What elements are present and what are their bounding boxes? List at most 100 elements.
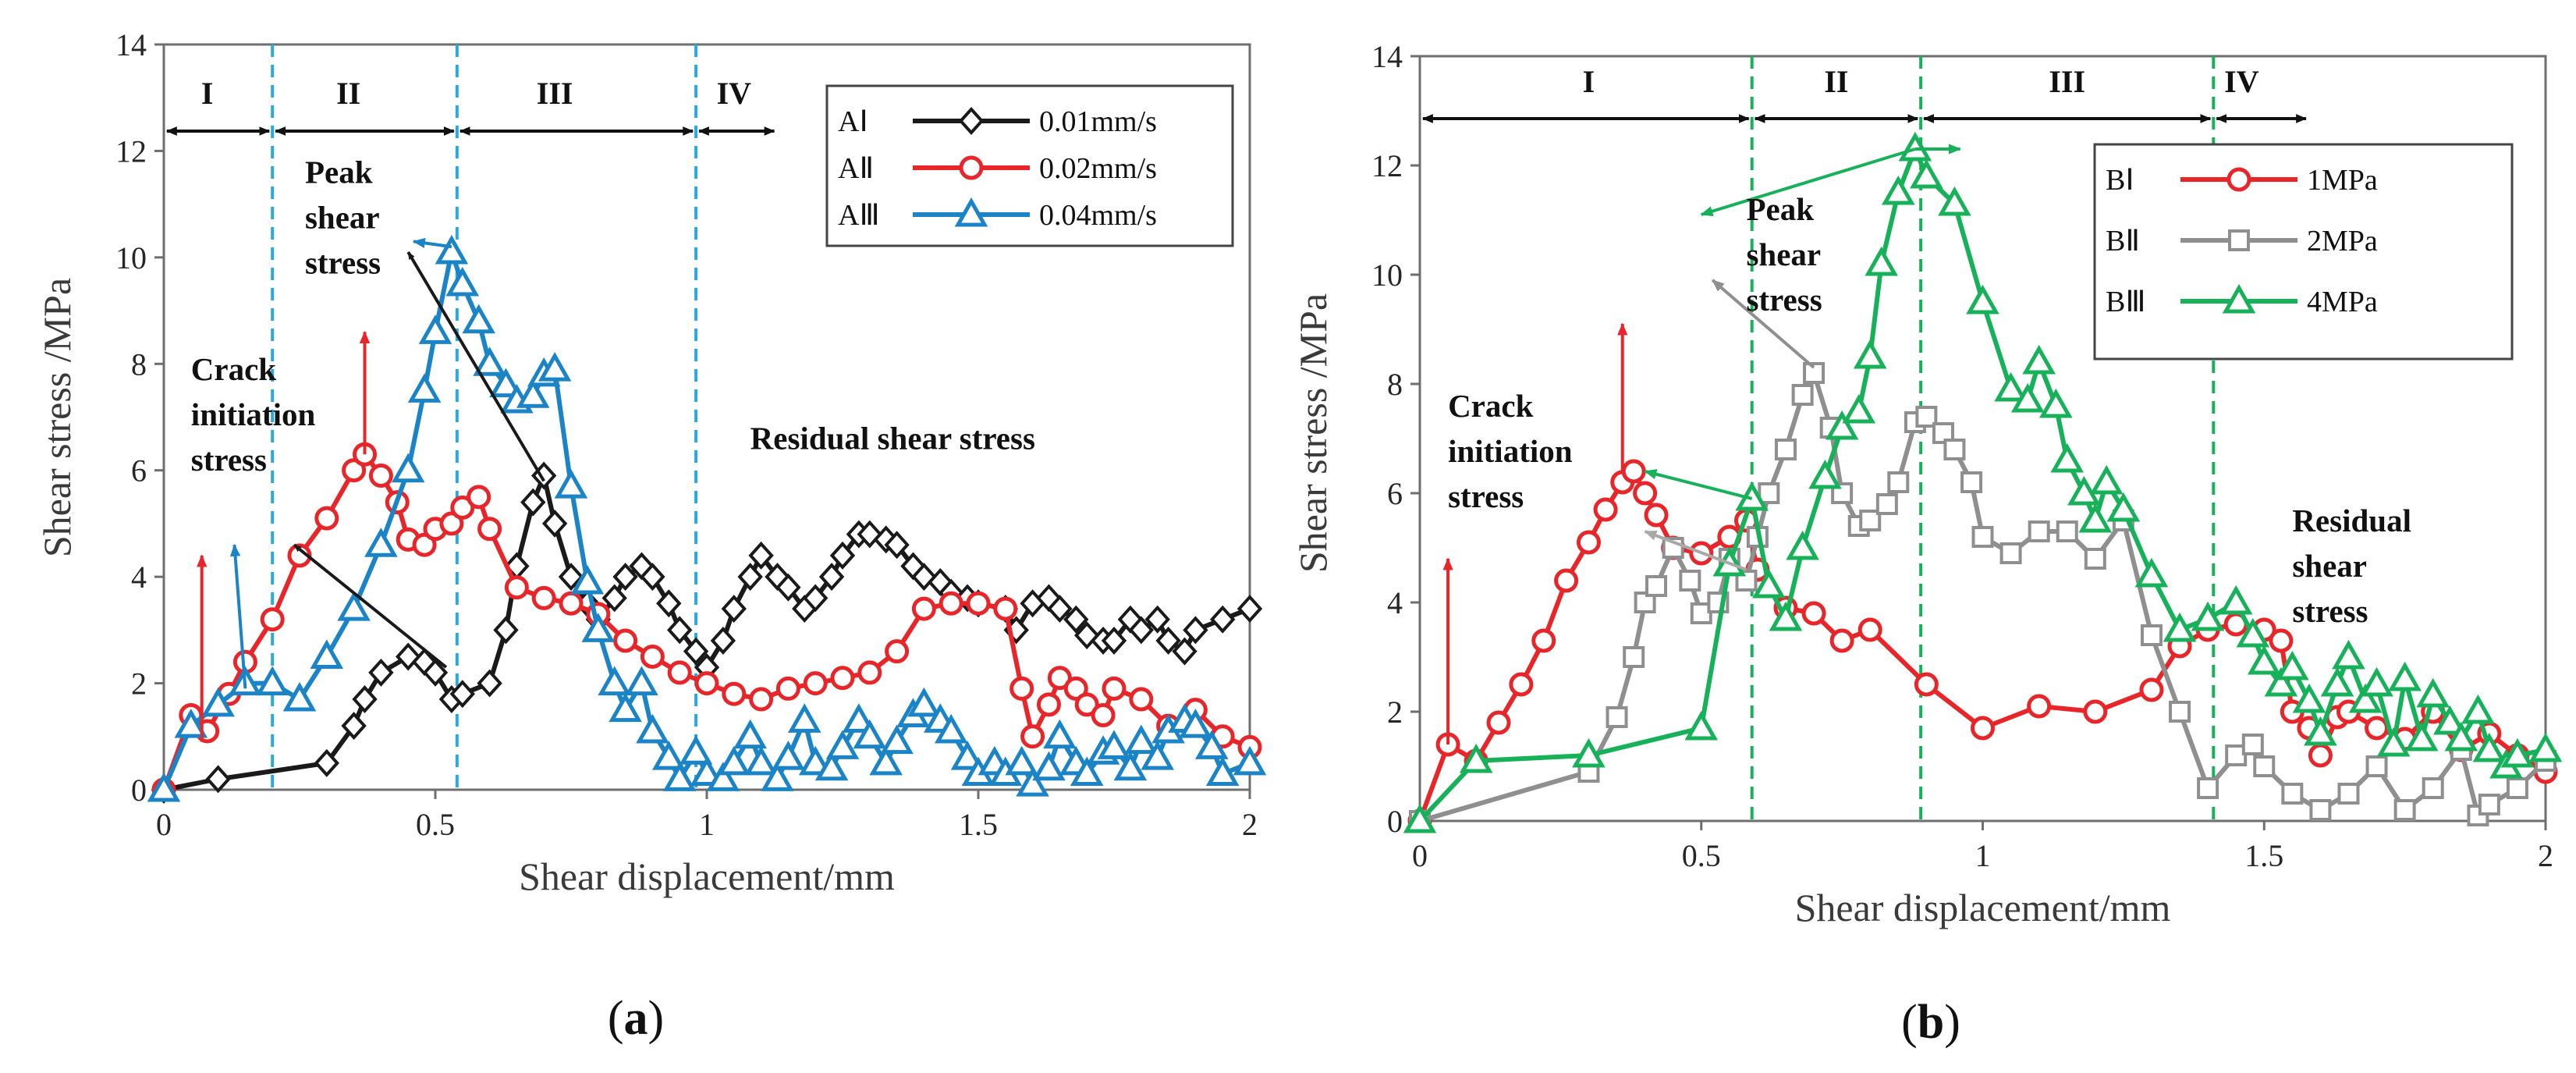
y-tick-label: 8 (131, 346, 147, 382)
data-point (558, 563, 584, 592)
data-point (2078, 503, 2113, 533)
data-point (1971, 716, 1995, 741)
legend-series-name: BⅢ (2106, 286, 2146, 318)
legend-series-name: AⅢ (838, 199, 880, 232)
legend-marker (2222, 283, 2256, 314)
data-point (2332, 639, 2365, 670)
data-point (2444, 721, 2478, 751)
data-point (1155, 627, 1181, 655)
data-point (1623, 646, 1645, 668)
x-tick-label: 0 (1412, 838, 1428, 873)
x-axis-label: Shear displacement/mm (1795, 886, 2171, 929)
data-point (147, 772, 181, 802)
data-point (581, 613, 616, 642)
y-tick-label: 0 (131, 773, 147, 808)
data-point (1938, 186, 1971, 216)
annotation-text: Crack initiation stress (191, 351, 316, 478)
data-point (907, 687, 941, 717)
caption-paren: ) (1944, 996, 1960, 1049)
data-point (2528, 732, 2563, 762)
data-point (825, 730, 860, 759)
annotation-line: stress (1746, 282, 1822, 318)
annotation-line: shear (1746, 236, 1821, 272)
data-point (2106, 492, 2141, 522)
data-point (722, 681, 747, 706)
annotation-line: stress (191, 442, 267, 478)
data-point (2027, 694, 2052, 719)
data-point (1113, 751, 1148, 781)
data-point (1047, 666, 1072, 691)
data-point (477, 517, 502, 542)
data-point (1914, 672, 1939, 697)
data-point (1576, 530, 1601, 555)
data-point (504, 575, 529, 600)
data-point (445, 266, 480, 297)
legend-series-value: 0.01mm/s (1039, 105, 1157, 138)
annotation-line: Residual (2292, 503, 2411, 538)
data-point (2365, 755, 2388, 777)
data-point (1459, 743, 1493, 773)
data-point (1531, 628, 1556, 653)
data-point (489, 368, 523, 398)
data-point (1881, 175, 1915, 205)
legend-series-value: 2MPa (2307, 225, 2378, 258)
data-point (1005, 745, 1038, 776)
data-point (1554, 568, 1579, 593)
data-point (2264, 666, 2298, 697)
data-point (772, 741, 805, 770)
data-point (787, 703, 821, 733)
annotation-line: Residual shear stress (750, 420, 1035, 456)
data-point (314, 506, 339, 531)
data-point (2083, 699, 2108, 724)
x-tick-label: 2 (1242, 807, 1258, 842)
data-point (1842, 393, 1876, 424)
data-point (1572, 737, 1606, 768)
data-point (493, 616, 519, 645)
annotation-line: Crack (1448, 388, 1534, 424)
data-point (1074, 692, 1099, 717)
annotation-text: Residual shear stress (750, 420, 1035, 456)
data-point (803, 584, 829, 613)
data-point (2247, 645, 2281, 675)
annotation-arrow (1700, 147, 1916, 217)
legend-series-value: 0.04mm/s (1039, 199, 1157, 232)
data-point (2365, 716, 2390, 741)
y-tick-label: 2 (1387, 695, 1403, 730)
legend-marker (2228, 229, 2250, 251)
data-point (541, 509, 568, 538)
legend-series-value: 4MPa (2307, 286, 2378, 318)
data-point (1758, 482, 1780, 504)
data-point (1971, 526, 1994, 548)
x-tick-label: 0 (156, 807, 172, 842)
annotation-line: shear (2292, 548, 2367, 584)
data-point (391, 453, 425, 483)
data-point (462, 304, 495, 334)
data-point (2140, 624, 2163, 646)
data-point (2388, 661, 2422, 691)
data-point (1752, 568, 1786, 599)
data-point (1943, 439, 1966, 460)
data-point (2393, 799, 2416, 821)
legend-marker (2227, 167, 2251, 192)
data-point (341, 712, 367, 741)
data-point (884, 531, 910, 560)
data-point (2039, 388, 2073, 418)
data-point (939, 591, 963, 616)
data-point (201, 687, 235, 717)
annotation-line: Peak (305, 154, 373, 190)
data-point (1194, 730, 1229, 759)
panel-caption: (b) (1901, 996, 1960, 1049)
data-point (2236, 617, 2270, 648)
y-axis-label: Shear stress /MPa (35, 278, 79, 557)
data-point (625, 666, 658, 696)
data-point (1144, 605, 1170, 634)
data-point (1091, 703, 1116, 727)
data-point (422, 658, 449, 687)
data-point (1621, 459, 1646, 484)
data-point (449, 680, 475, 709)
data-point (1047, 595, 1073, 624)
data-point (450, 495, 475, 520)
data-point (1606, 706, 1628, 728)
data-point (2348, 683, 2383, 713)
data-point (516, 378, 550, 408)
